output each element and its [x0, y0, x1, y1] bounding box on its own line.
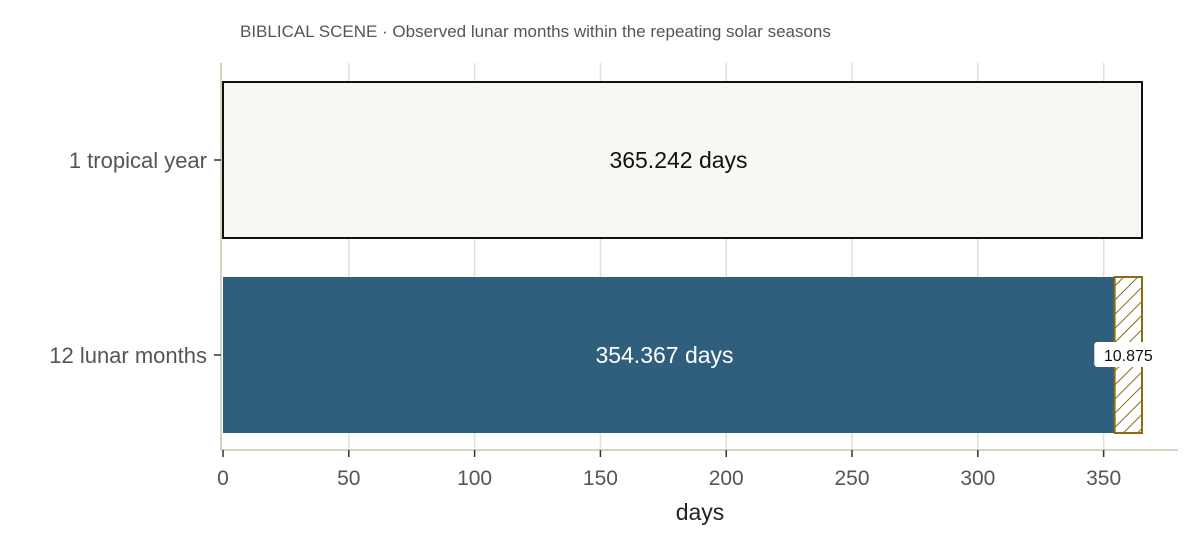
x-tick-label: 50 — [337, 467, 360, 490]
axes: 0 50 100 150 200 250 300 350 1 tropical year 12 l… — [49, 63, 1178, 490]
gap-value-label: 10.875 — [1104, 348, 1153, 365]
bar-lunar-months — [223, 277, 1115, 433]
x-tick-label: 150 — [583, 467, 618, 490]
category-label: 12 lunar months — [49, 343, 207, 368]
bar-value-label: 354.367 days — [595, 342, 733, 368]
x-tick-label: 200 — [709, 467, 744, 490]
category-label: 1 tropical year — [69, 148, 207, 173]
bars: 365.242 days 354.367 days 10.875 — [222, 81, 1163, 434]
x-tick-label: 0 — [217, 467, 229, 490]
x-axis-title: days — [676, 499, 725, 525]
x-tick-label: 300 — [960, 467, 995, 490]
chart-title: BIBLICAL SCENE · Observed lunar months w… — [240, 22, 831, 41]
x-tick-label: 350 — [1086, 467, 1121, 490]
bar-value-label: 365.242 days — [609, 147, 747, 173]
bar-tropical-year — [222, 81, 1143, 239]
x-tick-label: 250 — [835, 467, 870, 490]
x-tick-label: 100 — [457, 467, 492, 490]
gap-label-box — [1094, 342, 1163, 367]
